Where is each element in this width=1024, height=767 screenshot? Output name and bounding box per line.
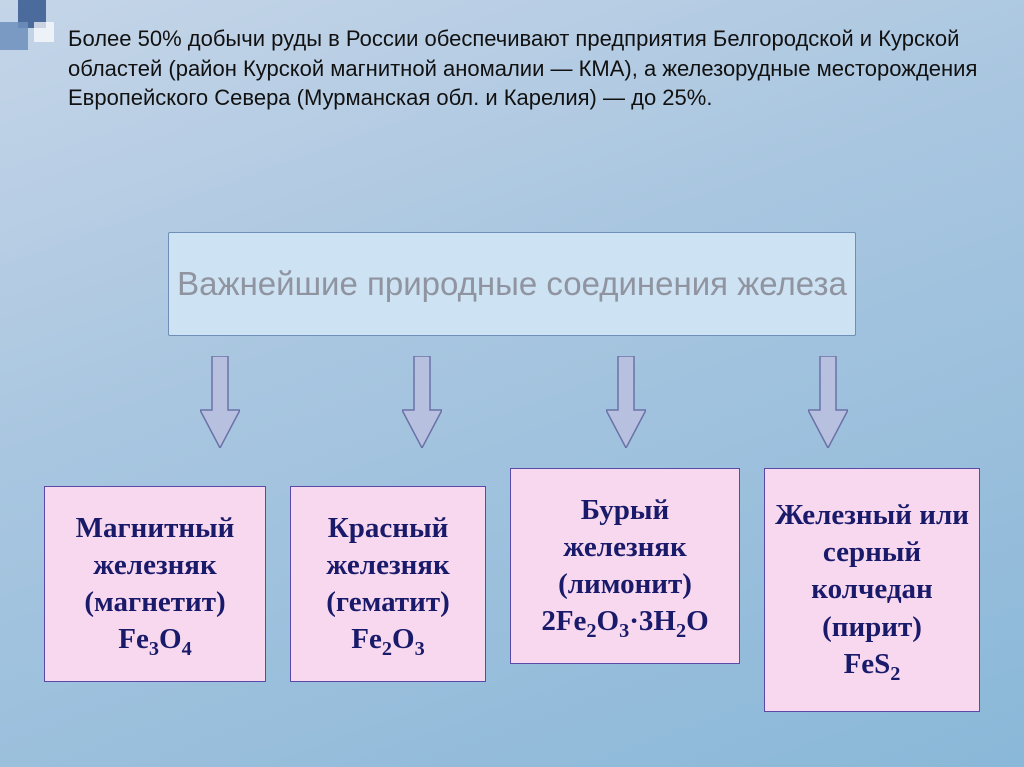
compound-formula: Fe2O3 — [351, 623, 424, 655]
compound-text: Красный железняк (гематит) Fe2O3 — [297, 510, 479, 658]
compound-altname: магнетит — [94, 586, 216, 618]
intro-paragraph-container: Более 50% добычи руды в России обеспечив… — [68, 24, 984, 113]
slide-corner-decoration — [0, 0, 58, 58]
compound-name: Железный или серный колчедан — [775, 499, 969, 605]
arrow-icon — [808, 356, 848, 448]
diagram-header-text: Важнейшие природные соединения железа — [177, 263, 847, 304]
compound-box-hematite: Красный железняк (гематит) Fe2O3 — [290, 486, 486, 682]
compound-altname: лимонит — [568, 568, 683, 600]
compound-name: Бурый железняк — [563, 494, 686, 563]
compound-altname: гематит — [336, 586, 440, 618]
arrow-icon — [402, 356, 442, 448]
compound-name: Красный железняк — [326, 512, 449, 581]
intro-paragraph: Более 50% добычи руды в России обеспечив… — [68, 24, 984, 113]
compound-box-magnetite: Магнитный железняк (магнетит) Fe3O4 — [44, 486, 266, 682]
compound-text: Железный или серный колчедан (пирит) FeS… — [771, 497, 973, 683]
compound-formula: 2Fe2O3·3H2O — [541, 605, 708, 637]
compound-text: Магнитный железняк (магнетит) Fe3O4 — [51, 510, 259, 658]
compound-text: Бурый железняк (лимонит) 2Fe2O3·3H2O — [517, 492, 733, 640]
arrow-icon — [200, 356, 240, 448]
arrow-icon — [606, 356, 646, 448]
compound-formula: FeS2 — [844, 648, 901, 680]
compound-formula: Fe3O4 — [118, 623, 191, 655]
compound-box-pyrite: Железный или серный колчедан (пирит) FeS… — [764, 468, 980, 712]
diagram-header-box: Важнейшие природные соединения железа — [168, 232, 856, 336]
compound-altname: пирит — [832, 611, 913, 643]
compound-box-limonite: Бурый железняк (лимонит) 2Fe2O3·3H2O — [510, 468, 740, 664]
compound-name: Магнитный железняк — [76, 512, 235, 581]
